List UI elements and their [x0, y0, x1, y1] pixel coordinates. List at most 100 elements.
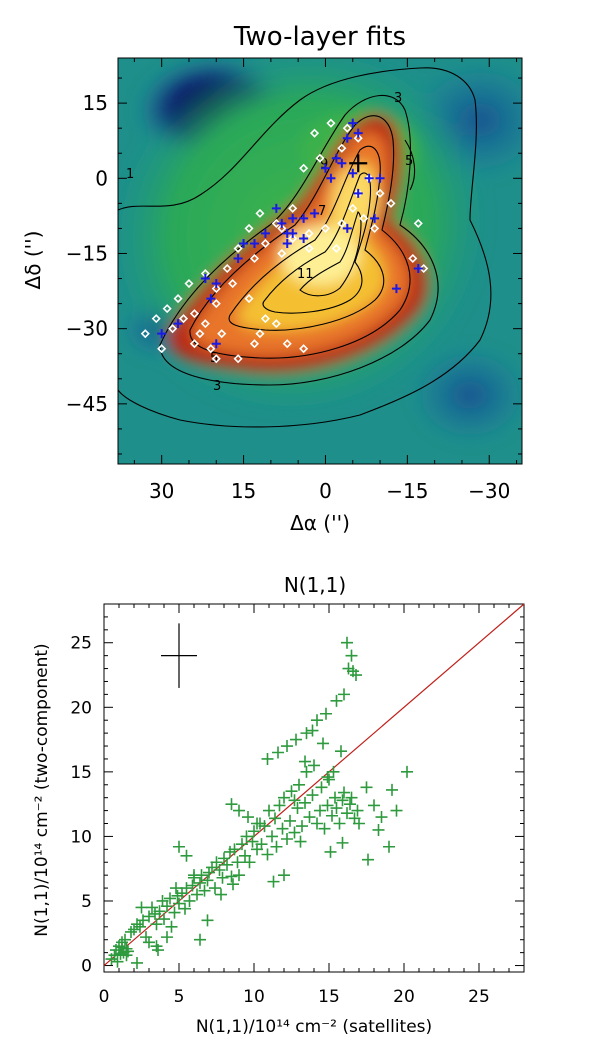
scatter-point: [276, 822, 289, 835]
white-diamond-marker: [206, 344, 216, 354]
white-diamond-marker: [200, 319, 210, 329]
scatter-point: [291, 802, 304, 815]
blue-plus-marker: [342, 223, 352, 233]
scatter-x-tick-label: 15: [318, 987, 340, 1007]
white-diamond-marker: [288, 233, 298, 243]
scatter-point: [218, 852, 230, 865]
map-title: Two-layer fits: [233, 22, 406, 52]
scatter-point: [261, 848, 274, 861]
scatter-point: [108, 949, 121, 962]
scatter-point: [209, 882, 221, 895]
scatter-point: [368, 799, 380, 812]
map-x-tick-label: 15: [231, 479, 256, 503]
scatter-point: [345, 649, 358, 662]
blue-plus-marker: [211, 279, 221, 289]
white-diamond-marker: [386, 198, 396, 208]
scatter-point: [246, 835, 259, 848]
scatter-point: [186, 879, 199, 892]
scatter-point: [183, 894, 196, 907]
blue-plus-marker: [364, 173, 374, 183]
white-diamond-marker: [189, 339, 199, 349]
scatter-point: [239, 849, 251, 862]
blue-plus-marker: [353, 128, 363, 138]
scatter-point: [179, 902, 191, 915]
scatter-point: [228, 843, 241, 856]
white-diamond-marker: [211, 354, 221, 364]
scatter-point: [194, 876, 206, 889]
scatter-point: [281, 833, 293, 846]
blue-plus-marker: [282, 238, 292, 248]
scatter-point: [251, 817, 263, 830]
white-diamond-marker: [326, 118, 336, 128]
contour-label-7: 7: [318, 204, 326, 219]
blue-plus-marker: [271, 203, 281, 213]
scatter-point: [146, 901, 158, 914]
scatter-point: [326, 809, 338, 822]
white-diamond-marker: [249, 253, 260, 264]
map-x-tick-label: −30: [468, 479, 510, 503]
blue-plus-marker: [375, 173, 385, 183]
scatter-point: [201, 874, 214, 887]
scatter-point: [116, 941, 128, 954]
scatter-point: [258, 820, 271, 833]
white-diamond-marker: [408, 253, 418, 264]
map-y-tick-label: −45: [66, 392, 108, 416]
scatter-point: [284, 814, 296, 827]
scatter-point: [221, 858, 233, 871]
scatter-point: [372, 823, 385, 836]
blue-plus-marker: [299, 233, 309, 243]
white-diamond-marker: [271, 218, 281, 228]
white-diamond-marker: [288, 203, 298, 213]
scatter-point: [119, 933, 131, 946]
scatter-point: [266, 830, 278, 843]
contour-label-9: 9: [320, 157, 328, 172]
map-heatmap-image: 1 3 5 7 9 11 3 5: [118, 58, 522, 464]
white-diamond-marker: [315, 153, 325, 163]
scatter-x-tick-label: 25: [468, 987, 490, 1007]
scatter-point: [233, 804, 245, 817]
scatter-point: [338, 688, 350, 701]
white-diamond-marker: [359, 213, 369, 223]
scatter-point: [233, 869, 245, 882]
blue-plus-marker: [310, 208, 320, 218]
white-diamond-marker: [195, 329, 205, 339]
scatter-point: [158, 913, 170, 926]
scatter-point: [386, 783, 398, 796]
map-y-axis-label: Δδ (''): [21, 231, 45, 290]
scatter-point: [210, 856, 223, 869]
white-diamond-marker: [320, 223, 330, 233]
n11-scatter-panel: N(1,1) 0 5 10 15 20 25 0 5 10 15 20 25 N(1,1)/10¹⁴ …: [32, 573, 525, 1037]
scatter-point: [300, 727, 313, 740]
blue-plus-marker: [211, 339, 221, 349]
white-diamond-marker: [348, 203, 358, 213]
white-diamond-marker: [337, 143, 347, 153]
scatter-point: [306, 789, 319, 802]
scatter-point: [270, 840, 283, 853]
scatter-point: [143, 910, 155, 923]
scatter-point: [191, 888, 203, 901]
blue-plus-marker: [299, 213, 309, 223]
scatter-point: [273, 799, 286, 812]
scatter-point: [315, 781, 328, 794]
contour-3: [159, 95, 439, 386]
contour-lines: [118, 67, 492, 428]
scatter-point: [170, 882, 182, 895]
scatter-point: [194, 933, 206, 946]
scatter-point: [288, 826, 301, 839]
scatter-y-tick-label: 0: [81, 957, 92, 977]
scatter-point: [321, 771, 334, 784]
scatter-point: [341, 636, 353, 649]
scatter-point: [111, 955, 124, 968]
white-diamond-marker: [413, 218, 423, 228]
scatter-y-tick-label: 25: [70, 634, 92, 654]
scatter-point: [225, 798, 238, 811]
scatter-point: [134, 920, 146, 933]
scatter-point: [198, 884, 211, 897]
scatter-point: [311, 817, 323, 830]
contour-9: [262, 172, 372, 314]
scatter-point: [114, 947, 127, 960]
scatter-point: [227, 878, 239, 891]
contour-11: [299, 211, 362, 297]
identity-line: [103, 603, 525, 966]
